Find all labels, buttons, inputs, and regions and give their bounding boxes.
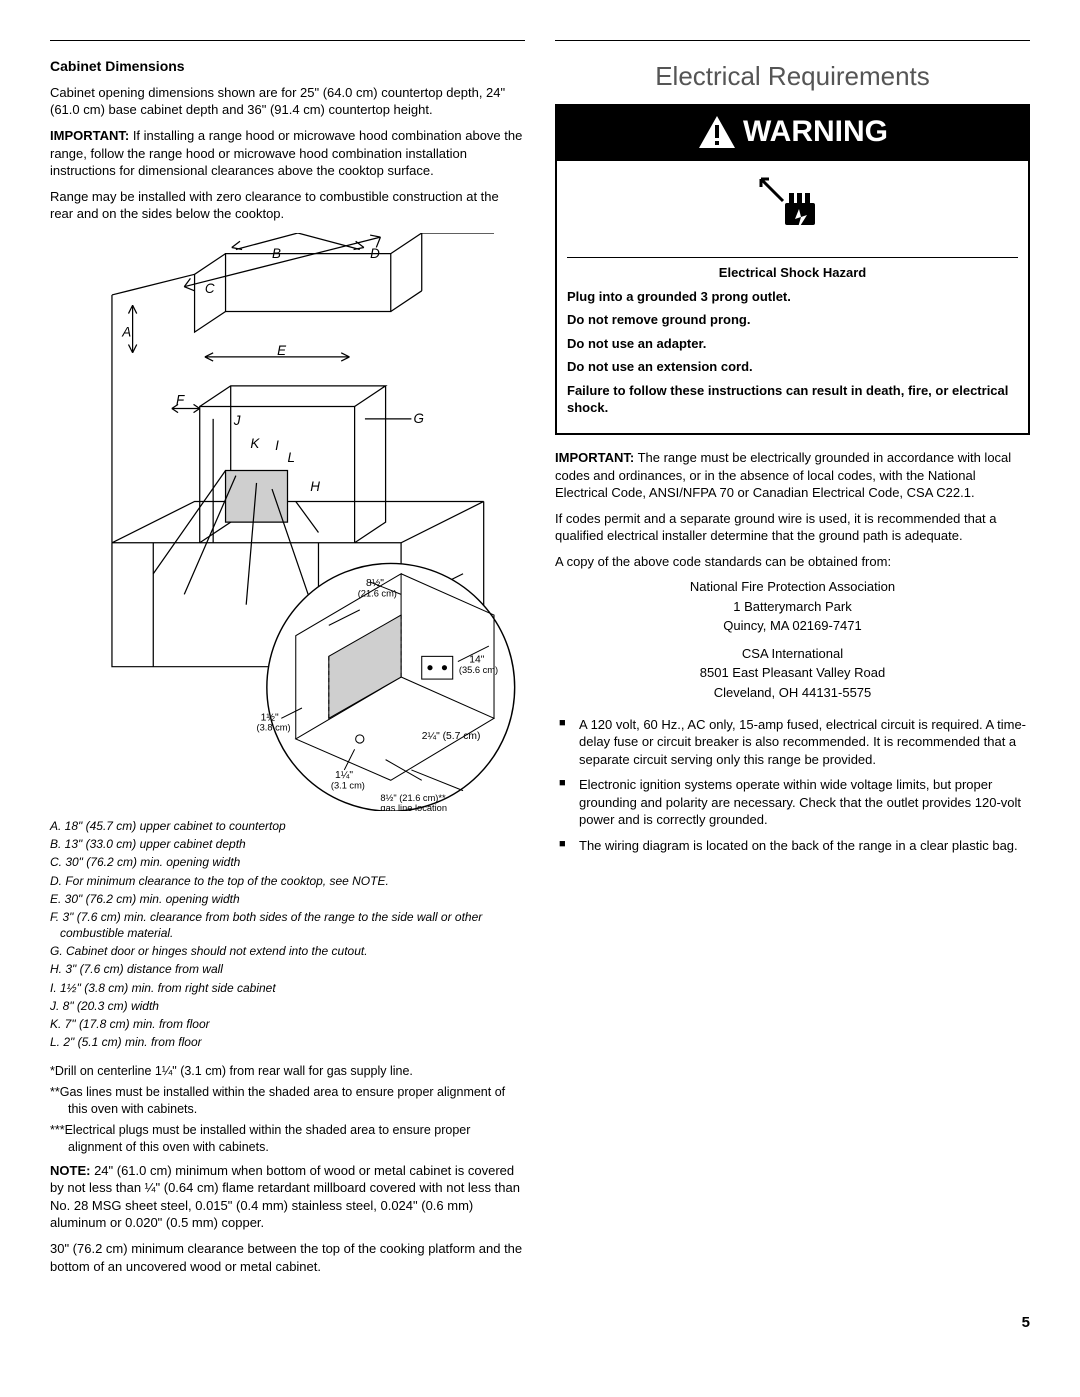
- warn-line: Do not use an extension cord.: [567, 358, 1018, 376]
- warning-box: WARNING: [555, 104, 1030, 435]
- dim-item: J. 8" (20.3 cm) width: [50, 997, 525, 1015]
- intro-paragraph: Cabinet opening dimensions shown are for…: [50, 84, 525, 119]
- codes-permit-paragraph: If codes permit and a separate ground wi…: [555, 510, 1030, 545]
- important-label: IMPORTANT:: [555, 450, 634, 465]
- clearance-30-paragraph: 30" (76.2 cm) minimum clearance between …: [50, 1240, 525, 1275]
- svg-text:I: I: [275, 438, 279, 453]
- svg-text:2¼" (5.7 cm): 2¼" (5.7 cm): [422, 730, 481, 742]
- addr-line: Quincy, MA 02169-7471: [555, 617, 1030, 635]
- note-label: NOTE:: [50, 1163, 90, 1178]
- svg-text:(3.1 cm): (3.1 cm): [331, 780, 365, 790]
- important-paragraph: IMPORTANT: If installing a range hood or…: [50, 127, 525, 180]
- svg-text:F: F: [176, 392, 185, 407]
- dim-item: C. 30" (76.2 cm) min. opening width: [50, 853, 525, 871]
- addr-line: Cleveland, OH 44131-5575: [555, 684, 1030, 702]
- dim-item: L. 2" (5.1 cm) min. from floor: [50, 1033, 525, 1051]
- svg-text:(35.6 cm): (35.6 cm): [459, 665, 498, 675]
- footnote-list: *Drill on centerline 1¼" (3.1 cm) from r…: [50, 1061, 525, 1157]
- cabinet-dimensions-heading: Cabinet Dimensions: [50, 57, 525, 76]
- dim-item: F. 3" (7.6 cm) min. clearance from both …: [50, 908, 525, 942]
- nfpa-address: National Fire Protection Association 1 B…: [555, 578, 1030, 635]
- hazard-title: Electrical Shock Hazard: [567, 264, 1018, 282]
- copy-obtained-paragraph: A copy of the above code standards can b…: [555, 553, 1030, 571]
- svg-text:A: A: [121, 324, 131, 339]
- svg-text:(21.6 cm): (21.6 cm): [358, 588, 397, 598]
- shock-hazard-icon: [567, 173, 1018, 248]
- cabinet-diagram: 8½" (21.6 cm) 14" (35.6 cm) 1½" (3.8 cm)…: [50, 233, 525, 811]
- bullet-item: A 120 volt, 60 Hz., AC only, 15-amp fuse…: [555, 712, 1030, 773]
- warning-banner: WARNING: [557, 106, 1028, 161]
- note-paragraph: NOTE: 24" (61.0 cm) minimum when bottom …: [50, 1162, 525, 1232]
- right-column: Electrical Requirements WARNING: [555, 40, 1030, 1283]
- svg-text:gas line location: gas line location: [380, 803, 447, 811]
- warn-line: Do not use an adapter.: [567, 335, 1018, 353]
- dim-item: K. 7" (17.8 cm) min. from floor: [50, 1015, 525, 1033]
- footnote: *Drill on centerline 1¼" (3.1 cm) from r…: [50, 1061, 525, 1082]
- dim-item: D. For minimum clearance to the top of t…: [50, 872, 525, 890]
- dim-item: I. 1½" (3.8 cm) min. from right side cab…: [50, 979, 525, 997]
- bullet-item: The wiring diagram is located on the bac…: [555, 833, 1030, 859]
- footnote: ***Electrical plugs must be installed wi…: [50, 1120, 525, 1158]
- dim-item: A. 18" (45.7 cm) upper cabinet to counte…: [50, 817, 525, 835]
- addr-line: 1 Batterymarch Park: [555, 598, 1030, 616]
- dim-item: E. 30" (76.2 cm) min. opening width: [50, 890, 525, 908]
- svg-text:E: E: [277, 343, 287, 358]
- important-label: IMPORTANT:: [50, 128, 129, 143]
- dim-item: G. Cabinet door or hinges should not ext…: [50, 942, 525, 960]
- svg-text:K: K: [250, 435, 260, 450]
- svg-text:D: D: [370, 246, 380, 261]
- warning-word: WARNING: [743, 112, 888, 153]
- addr-line: CSA International: [555, 645, 1030, 663]
- page-number: 5: [50, 1313, 1030, 1333]
- footnote: **Gas lines must be installed within the…: [50, 1082, 525, 1120]
- electrical-requirements-title: Electrical Requirements: [555, 59, 1030, 94]
- warn-line: Do not remove ground prong.: [567, 311, 1018, 329]
- zero-clearance-paragraph: Range may be installed with zero clearan…: [50, 188, 525, 223]
- dimension-list: A. 18" (45.7 cm) upper cabinet to counte…: [50, 817, 525, 1051]
- warn-line: Plug into a grounded 3 prong outlet.: [567, 288, 1018, 306]
- warning-triangle-icon: [697, 114, 737, 150]
- svg-text:J: J: [233, 413, 241, 428]
- electrical-bullets: A 120 volt, 60 Hz., AC only, 15-amp fuse…: [555, 712, 1030, 859]
- addr-line: National Fire Protection Association: [555, 578, 1030, 596]
- addr-line: 8501 East Pleasant Valley Road: [555, 664, 1030, 682]
- dim-item: H. 3" (7.6 cm) distance from wall: [50, 960, 525, 978]
- svg-text:B: B: [272, 246, 281, 261]
- note-text: 24" (61.0 cm) minimum when bottom of woo…: [50, 1163, 520, 1231]
- svg-text:1¼": 1¼": [335, 769, 353, 781]
- left-column: Cabinet Dimensions Cabinet opening dimen…: [50, 40, 525, 1283]
- svg-text:G: G: [413, 411, 423, 426]
- svg-text:8½" (21.6 cm)**: 8½" (21.6 cm)**: [380, 793, 446, 803]
- svg-text:L: L: [288, 450, 295, 465]
- dim-item: B. 13" (33.0 cm) upper cabinet depth: [50, 835, 525, 853]
- svg-text:C: C: [205, 281, 215, 296]
- warning-body: Electrical Shock Hazard Plug into a grou…: [557, 161, 1028, 433]
- page: Cabinet Dimensions Cabinet opening dimen…: [50, 40, 1030, 1283]
- svg-text:H: H: [310, 479, 320, 494]
- cabinet-diagram-svg: 8½" (21.6 cm) 14" (35.6 cm) 1½" (3.8 cm)…: [50, 233, 525, 811]
- bullet-item: Electronic ignition systems operate with…: [555, 772, 1030, 833]
- electrical-important-paragraph: IMPORTANT: The range must be electricall…: [555, 449, 1030, 502]
- svg-text:(3.8 cm): (3.8 cm): [257, 722, 291, 732]
- csa-address: CSA International 8501 East Pleasant Val…: [555, 645, 1030, 702]
- warn-line: Failure to follow these instructions can…: [567, 382, 1018, 417]
